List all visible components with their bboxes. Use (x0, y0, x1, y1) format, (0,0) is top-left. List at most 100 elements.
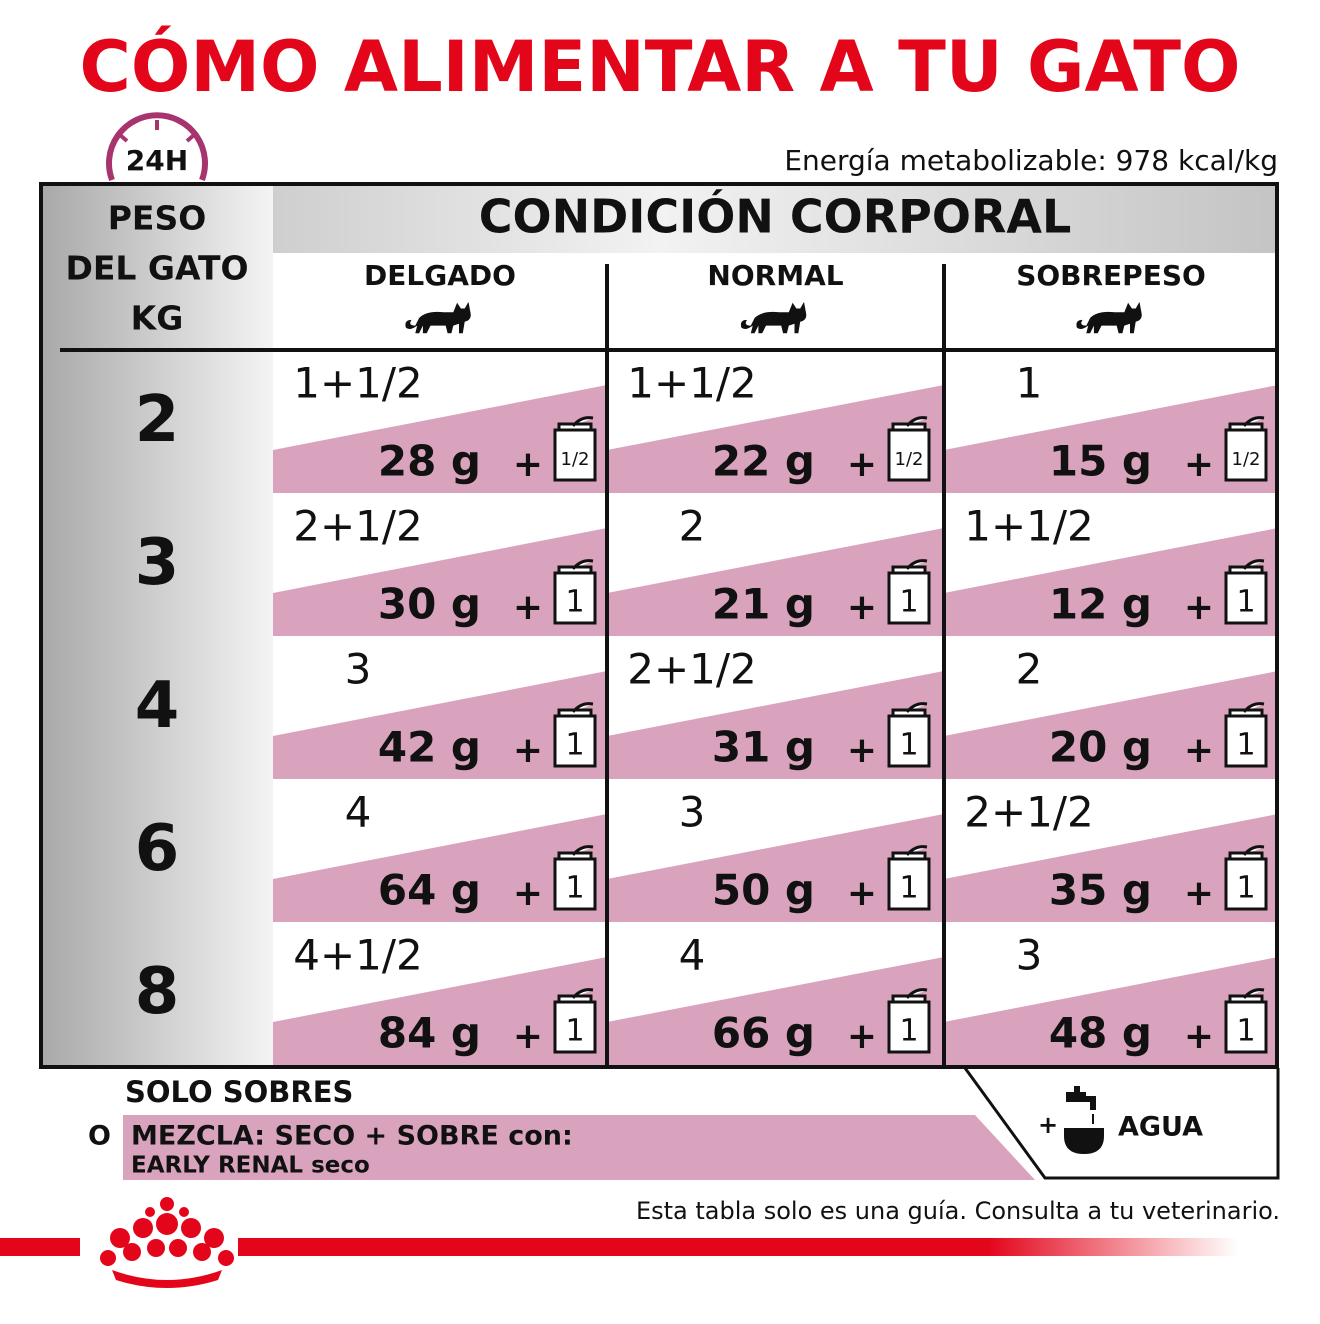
clock-label: 24H (126, 144, 188, 177)
pouches: 1+1/2 (964, 502, 1094, 551)
clock-icon (106, 112, 208, 182)
weight: 6 (135, 812, 180, 886)
pouch-label: 1 (899, 1014, 918, 1049)
condition-header: CONDICIÓN CORPORAL (479, 190, 1072, 244)
pouches: 3 (679, 788, 706, 837)
pouch-label: 1 (565, 728, 584, 763)
column-header: SOBREPESO (1016, 259, 1206, 292)
grams: 21 g (712, 580, 815, 629)
pouches: 4 (345, 788, 372, 837)
cell-band (273, 814, 607, 922)
plus: + (513, 587, 543, 628)
cell-band (944, 385, 1278, 493)
pouches: 1+1/2 (627, 359, 757, 408)
grams: 48 g (1049, 1009, 1152, 1058)
or: O (88, 1121, 111, 1152)
pouches: 1 (1016, 359, 1043, 408)
pouches: 2 (1016, 645, 1043, 694)
pouch-icon (553, 702, 597, 768)
column-header: NORMAL (707, 259, 843, 292)
pouches: 2+1/2 (627, 645, 757, 694)
pouch-icon (887, 416, 931, 482)
plus: + (847, 873, 877, 914)
brand-logo (100, 1197, 234, 1288)
pouch-label: 1 (1236, 1014, 1255, 1049)
cell-band (607, 528, 944, 636)
brand-line (238, 1238, 1238, 1256)
plus: + (1184, 730, 1214, 771)
plus: + (1184, 444, 1214, 485)
grams: 42 g (378, 723, 481, 772)
cell-band (607, 385, 944, 493)
water: AGUA (1118, 1112, 1203, 1143)
weight: 2 (135, 383, 180, 457)
disclaimer: Esta tabla solo es una guía. Consulta a … (636, 1197, 1280, 1225)
pouch-label: 1 (1236, 871, 1255, 906)
pouch-icon (887, 988, 931, 1054)
grams: 35 g (1049, 866, 1152, 915)
grams: 22 g (712, 437, 815, 486)
grams: 15 g (1049, 437, 1152, 486)
weight: 4 (135, 669, 180, 743)
pouches: 1+1/2 (293, 359, 423, 408)
title: CÓMO ALIMENTAR A TU GATO (79, 26, 1240, 108)
grams: 84 g (378, 1009, 481, 1058)
grams: 66 g (712, 1009, 815, 1058)
grams: 28 g (378, 437, 481, 486)
pouch-icon (553, 416, 597, 482)
water-box (963, 1067, 1280, 1180)
plus: + (513, 444, 543, 485)
plus: + (847, 587, 877, 628)
plus: + (1184, 873, 1214, 914)
pouch-label: 1 (565, 1014, 584, 1049)
pouch-only: SOLO SOBRES (125, 1075, 353, 1109)
cell-band (607, 671, 944, 779)
pouches: 3 (345, 645, 372, 694)
grams: 50 g (712, 866, 815, 915)
mix: MEZCLA: SECO + SOBRE con: (131, 1121, 573, 1152)
grams: 64 g (378, 866, 481, 915)
pouch-icon (887, 702, 931, 768)
pouches: 2 (679, 502, 706, 551)
pouch-icon (1224, 702, 1268, 768)
pouch-icon (1224, 845, 1268, 911)
weight: 3 (135, 526, 180, 600)
cell-band (273, 671, 607, 779)
cell-band (273, 528, 607, 636)
pouch-icon (887, 559, 931, 625)
column-header-bg (607, 253, 944, 350)
pouches: 4 (679, 931, 706, 980)
cell-band (944, 814, 1278, 922)
cell-band (273, 957, 607, 1065)
pouches: 4+1/2 (293, 931, 423, 980)
pouch-label: 1 (565, 585, 584, 620)
mix-band (123, 1115, 1035, 1180)
cell-band (944, 671, 1278, 779)
column-header-bg (944, 253, 1278, 350)
pouch-label: 1 (1236, 585, 1255, 620)
pouch-icon (553, 559, 597, 625)
column-header: DELGADO (364, 259, 516, 292)
cell-band (273, 385, 607, 493)
pouch-label: 1 (899, 871, 918, 906)
dry-product: EARLY RENAL seco (131, 1153, 370, 1179)
plus: + (847, 730, 877, 771)
pouch-icon (1224, 416, 1268, 482)
plus: + (513, 873, 543, 914)
pouch-label: 1 (899, 728, 918, 763)
pouches: 2+1/2 (964, 788, 1094, 837)
pouch-icon (553, 845, 597, 911)
weight-column (40, 183, 273, 1067)
pouches: 3 (1016, 931, 1043, 980)
pouch-icon (553, 988, 597, 1054)
energy: Energía metabolizable: 978 kcal/kg (784, 144, 1278, 177)
grams: 31 g (712, 723, 815, 772)
weight-header: KG (131, 299, 184, 338)
water-icon (1064, 1086, 1104, 1154)
pouch-icon (1224, 559, 1268, 625)
plus: + (513, 1016, 543, 1057)
plus: + (1184, 1016, 1214, 1057)
